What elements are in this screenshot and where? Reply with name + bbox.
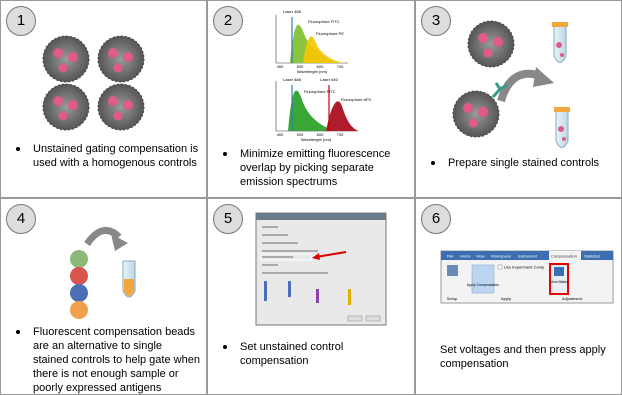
caption: Fluorescent compensation beads are an al… [13, 325, 200, 395]
caption-text: Set voltages and then press apply compen… [440, 344, 606, 370]
spectra-illustration: Laser 488 Fluorophore FITC Fluorophore P… [275, 9, 372, 142]
ribbon-group: Adjustment [562, 296, 583, 301]
top-spectrum: Laser 488 Fluorophore FITC Fluorophore P… [275, 9, 348, 74]
ribbon-button[interactable]: View Matrix [550, 280, 568, 284]
caption-text: Fluorescent compensation beads are an al… [33, 326, 200, 394]
caption: Set unstained control compensation [220, 340, 408, 368]
dialog-illustration [255, 212, 387, 326]
ribbon-group: Setup [447, 296, 458, 301]
ribbon-tab: Workspace [491, 254, 512, 259]
caption-text: Prepare single stained controls [448, 157, 600, 169]
caption-text: Unstained gating compensation is used wi… [33, 143, 199, 169]
ribbon-tab: Home [460, 254, 471, 259]
laser-label: Laser 488 [283, 77, 302, 82]
ribbon-tab: Instrument [518, 254, 538, 259]
x-label: Wavelength (nm) [301, 137, 332, 142]
fluor-label: Fluorophore FITC [304, 89, 336, 94]
fluor-label: Fluorophore APC [341, 97, 372, 102]
caption: Unstained gating compensation is used wi… [13, 142, 200, 170]
bottom-spectrum: Laser 488 Laser 640 Fluorophore FITC Flu… [275, 77, 372, 142]
x-tick: 700 [337, 132, 344, 137]
ribbon-tab: Statistics [584, 254, 600, 259]
step-number: 1 [6, 6, 36, 36]
staining-illustration [452, 20, 570, 148]
caption: Minimize emitting fluorescence overlap b… [220, 147, 408, 189]
x-tick: 400 [277, 64, 284, 69]
ribbon-tab: File [447, 254, 454, 259]
panel: Laser 488 Fluorophore FITC Fluorophore P… [207, 0, 415, 198]
panel: 1 Unstained gating compensation is used … [0, 0, 207, 198]
ribbon-button[interactable]: Apply Compensation [467, 283, 499, 287]
panel: 3 Prepare single stained controls [415, 0, 622, 198]
step-number: 3 [421, 6, 451, 36]
x-tick: 700 [337, 64, 344, 69]
x-tick: 500 [297, 64, 304, 69]
panel: 4 Fluorescent compensation beads are an … [0, 198, 207, 395]
panel: File Home View Workspace Instrument Comp… [415, 198, 622, 395]
laser-label: Laser 640 [320, 77, 339, 82]
ribbon-tab: Compensation [551, 254, 577, 259]
x-tick: 500 [297, 132, 304, 137]
caption: Set voltages and then press apply compen… [428, 343, 615, 371]
panel: 5 Set unstained control compensation [207, 198, 415, 395]
x-tick: 400 [277, 132, 284, 137]
ribbon-tab: View [476, 254, 485, 259]
step-number: 5 [213, 204, 243, 234]
caption: Prepare single stained controls [428, 156, 615, 170]
step-number: 4 [6, 204, 36, 234]
caption-text: Set unstained control compensation [240, 341, 344, 367]
fluor-label: Fluorophore PE [316, 31, 344, 36]
cells-illustration [42, 35, 145, 131]
ribbon-illustration: File Home View Workspace Instrument Comp… [440, 250, 614, 304]
x-tick: 600 [317, 64, 324, 69]
step-number: 2 [213, 6, 243, 36]
x-label: Wavelength (nm) [297, 69, 328, 74]
ribbon-checkbox[interactable]: Use Experiment Comp [504, 265, 545, 270]
step-number: 6 [421, 204, 451, 234]
beads-illustration [70, 226, 136, 319]
caption-text: Minimize emitting fluorescence overlap b… [240, 148, 391, 188]
x-tick: 600 [317, 132, 324, 137]
fluor-label: Fluorophore FITC [308, 19, 340, 24]
laser-label: Laser 488 [283, 9, 302, 14]
ribbon-group: Apply [501, 296, 511, 301]
